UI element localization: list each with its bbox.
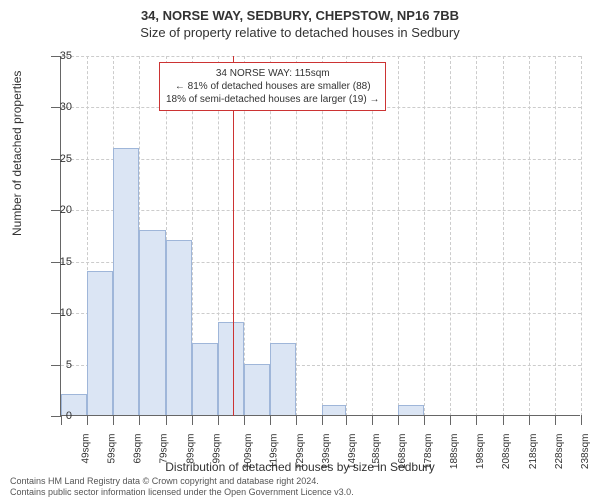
- xtick: [192, 415, 193, 425]
- histogram-bar: [244, 364, 270, 415]
- xtick-label: 228sqm: [554, 434, 565, 470]
- histogram-bar: [139, 230, 165, 415]
- xtick-label: 188sqm: [449, 434, 460, 470]
- xtick: [244, 415, 245, 425]
- histogram-bar: [398, 405, 424, 415]
- xtick: [296, 415, 297, 425]
- ytick-label: 20: [42, 204, 72, 216]
- xtick: [529, 415, 530, 425]
- histogram-bar: [192, 343, 218, 415]
- xtick: [555, 415, 556, 425]
- gridline-v: [476, 56, 477, 416]
- xtick: [270, 415, 271, 425]
- ytick-label: 10: [42, 307, 72, 319]
- xtick: [424, 415, 425, 425]
- histogram-bar: [270, 343, 296, 415]
- xtick: [322, 415, 323, 425]
- xtick-label: 139sqm: [321, 434, 332, 470]
- annotation-line: ← 81% of detached houses are smaller (88…: [166, 80, 379, 93]
- gridline-v: [424, 56, 425, 416]
- xtick: [581, 415, 582, 425]
- footer: Contains HM Land Registry data © Crown c…: [10, 476, 354, 498]
- xtick: [476, 415, 477, 425]
- xtick: [166, 415, 167, 425]
- xtick: [503, 415, 504, 425]
- xtick-label: 79sqm: [159, 434, 170, 464]
- ytick-label: 35: [42, 50, 72, 62]
- xtick-label: 208sqm: [502, 434, 513, 470]
- xtick-label: 49sqm: [81, 434, 92, 464]
- histogram-bar: [322, 405, 346, 415]
- xtick-label: 69sqm: [133, 434, 144, 464]
- xtick-label: 198sqm: [475, 434, 486, 470]
- xtick-label: 109sqm: [243, 434, 254, 470]
- histogram-bar: [166, 240, 192, 415]
- y-axis-label: Number of detached properties: [10, 71, 24, 236]
- plot-wrap: 34 NORSE WAY: 115sqm← 81% of detached ho…: [60, 56, 580, 416]
- histogram-bar: [87, 271, 113, 415]
- gridline-v: [503, 56, 504, 416]
- ytick-label: 5: [42, 359, 72, 371]
- xtick: [113, 415, 114, 425]
- gridline-v: [450, 56, 451, 416]
- footer-line-1: Contains HM Land Registry data © Crown c…: [10, 476, 354, 487]
- gridline-v: [581, 56, 582, 416]
- histogram-bar: [113, 148, 139, 415]
- histogram-bar: [218, 322, 244, 415]
- xtick: [139, 415, 140, 425]
- gridline-v: [398, 56, 399, 416]
- xtick-label: 218sqm: [528, 434, 539, 470]
- ytick-label: 30: [42, 101, 72, 113]
- annotation-line: 34 NORSE WAY: 115sqm: [166, 67, 379, 80]
- xtick-label: 129sqm: [295, 434, 306, 470]
- xtick-label: 178sqm: [423, 434, 434, 470]
- title-main: 34, NORSE WAY, SEDBURY, CHEPSTOW, NP16 7…: [0, 0, 600, 23]
- annotation-line: 18% of semi-detached houses are larger (…: [166, 93, 379, 106]
- xtick: [450, 415, 451, 425]
- xtick: [87, 415, 88, 425]
- ytick-label: 0: [42, 410, 72, 422]
- xtick: [218, 415, 219, 425]
- xtick-label: 149sqm: [347, 434, 358, 470]
- footer-line-2: Contains public sector information licen…: [10, 487, 354, 498]
- xtick-label: 99sqm: [211, 434, 222, 464]
- gridline-v: [529, 56, 530, 416]
- xtick-label: 59sqm: [107, 434, 118, 464]
- xtick-label: 168sqm: [397, 434, 408, 470]
- xtick-label: 89sqm: [185, 434, 196, 464]
- title-sub: Size of property relative to detached ho…: [0, 23, 600, 40]
- ytick-label: 25: [42, 153, 72, 165]
- gridline-v: [555, 56, 556, 416]
- xtick-label: 158sqm: [371, 434, 382, 470]
- xtick: [346, 415, 347, 425]
- plot-area: 34 NORSE WAY: 115sqm← 81% of detached ho…: [60, 56, 580, 416]
- xtick-label: 238sqm: [580, 434, 591, 470]
- xtick: [372, 415, 373, 425]
- ytick-label: 15: [42, 256, 72, 268]
- xtick-label: 119sqm: [268, 434, 279, 469]
- xtick: [398, 415, 399, 425]
- chart-container: 34, NORSE WAY, SEDBURY, CHEPSTOW, NP16 7…: [0, 0, 600, 500]
- annotation-box: 34 NORSE WAY: 115sqm← 81% of detached ho…: [159, 62, 386, 111]
